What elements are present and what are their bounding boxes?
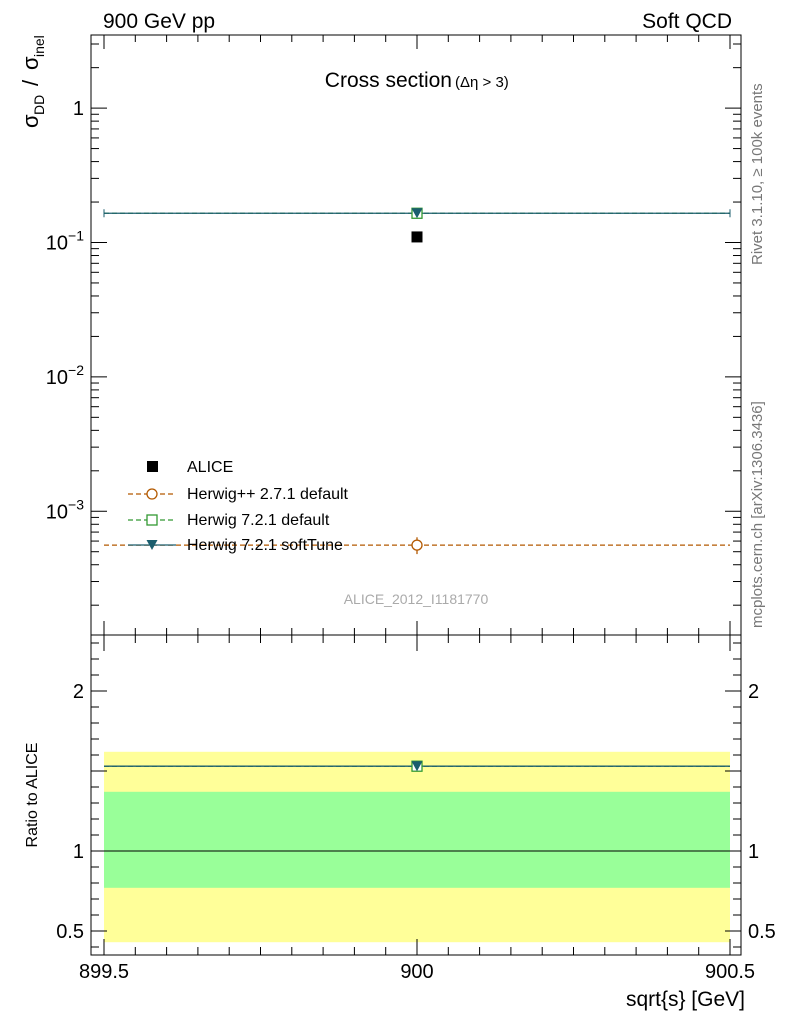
ratio-y-tick-label-right: 2: [748, 681, 759, 703]
legend: ALICE Herwig++ 2.7.1 default Herwig 7.2.…: [128, 459, 349, 554]
ratio-y-tick-label: 1: [73, 841, 84, 863]
x-tick-label: 899.5: [79, 961, 129, 983]
mcplots-reference-text: mcplots.cern.ch [arXiv:1306.3436]: [749, 401, 766, 628]
x-tick-label: 900: [400, 961, 433, 983]
main-ylabel: σ DD / σ inel: [18, 35, 47, 128]
header-energy: 900 GeV pp: [103, 10, 215, 33]
x-tick-label: 900.5: [705, 961, 755, 983]
legend-label-softtune: Herwig 7.2.1 softTune: [187, 537, 343, 554]
y-tick-label: 10−3: [46, 496, 84, 523]
y-tick-label: 10−2: [46, 362, 84, 389]
ratio-y-tick-label: 0.5: [56, 921, 84, 943]
point-herwigpp: [411, 539, 423, 551]
main-marks: [103, 207, 731, 555]
ratio-y-tick-label: 2: [73, 681, 84, 703]
ylabel-sigma: σ: [18, 114, 43, 128]
main-title: Cross section: [325, 69, 452, 92]
main-axis-ticks: 10−3 10−2 10−1 1: [46, 35, 741, 635]
legend-label-herwigpp: Herwig++ 2.7.1 default: [187, 486, 349, 503]
rivet-version-text: Rivet 3.1.10, ≥ 100k events: [749, 83, 766, 265]
ratio-band-inner: [104, 791, 730, 888]
x-axis-label: sqrt{s} [GeV]: [626, 988, 745, 1011]
point-softtune: [411, 208, 423, 219]
main-panel: 10−3 10−2 10−1 1 Cross section (Δη > 3) σ D…: [18, 34, 742, 636]
y-tick-label: 10−1: [46, 227, 84, 254]
legend-marker-herwigpp: [146, 488, 158, 500]
legend-label-herwig721: Herwig 7.2.1 default: [187, 512, 330, 529]
legend-marker-herwig721: [146, 514, 158, 526]
ratio-marks: [91, 751, 741, 943]
legend-label-alice: ALICE: [187, 459, 233, 476]
ylabel-sigma-den: σ: [18, 56, 43, 70]
ratio-frame: [90, 634, 742, 956]
analysis-watermark: ALICE_2012_I1181770: [344, 591, 489, 607]
ratio-panel: 0.5 0.5 1 1 2 2 899.5 900 900.5 Ratio to ALICE s…: [24, 634, 776, 1011]
main-title-sub: (Δη > 3): [455, 74, 509, 91]
legend-marker-softtune: [146, 540, 158, 550]
ratio-y-tick-label-right: 1: [748, 841, 759, 863]
ratio-y-tick-label-right: 0.5: [748, 921, 776, 943]
ylabel-dd: DD: [31, 95, 47, 115]
y-tick-label: 1: [73, 98, 84, 120]
ylabel-slash: /: [18, 79, 43, 86]
header-category: Soft QCD: [642, 10, 732, 33]
point-alice: [411, 231, 423, 243]
ylabel-inel: inel: [31, 35, 47, 57]
legend-marker-alice: [147, 461, 158, 472]
ratio-axis-ticks: 0.5 0.5 1 1 2 2 899.5 900 900.5: [56, 635, 776, 983]
ratio-ylabel: Ratio to ALICE: [24, 743, 41, 848]
ratio-point-softtune: [411, 761, 423, 772]
